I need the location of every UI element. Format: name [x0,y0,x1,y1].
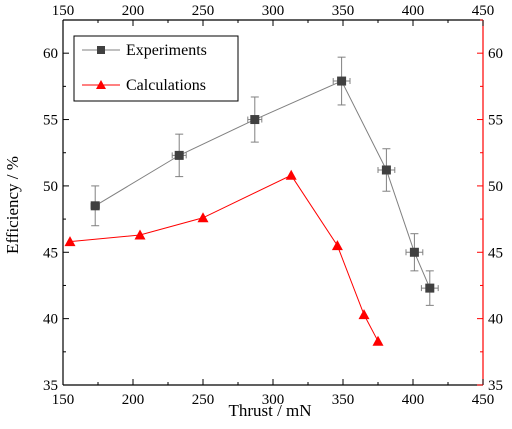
series-line [69,174,379,342]
y-tick-label-left: 40 [43,312,58,328]
legend-marker-experiments [97,46,105,54]
y-tick-label-right: 55 [488,113,503,129]
y-tick-label-left: 50 [43,179,58,195]
data-point-square [250,115,260,125]
data-point-triangle [331,240,343,251]
data-point-square [381,165,391,175]
data-point-square [337,76,347,86]
legend: Experiments Calculations [73,35,239,102]
x-tick-label-top: 250 [192,3,215,19]
y-tick-label-left: 55 [43,113,58,129]
legend-marker-calculations [96,80,106,89]
x-tick-label-top: 350 [332,3,355,19]
y-tick-label-left: 45 [43,245,58,261]
data-point-triangle [197,212,209,223]
legend-label-experiments: Experiments [126,42,207,59]
y-tick-label-left: 60 [43,46,58,62]
data-point-square [425,283,435,293]
data-point-triangle [64,236,76,247]
data-point-triangle [285,169,297,180]
y-tick-label-right: 45 [488,245,503,261]
y-tick-label-right: 50 [488,179,503,195]
y-tick-label-right: 60 [488,46,503,62]
y-tick-label-right: 35 [488,378,503,394]
x-tick-label-bottom: 250 [192,392,215,408]
x-tick-label-bottom: 400 [402,392,425,408]
x-tick-label-top: 450 [472,3,495,19]
y-axis-title: Efficiency / % [3,156,22,254]
axes-layer: 150 150 200 200 250 250 300 300 350 350 400 400 450 4… [43,3,503,408]
data-point-square [409,247,419,257]
series-layer [64,56,439,346]
series-calculations [64,169,384,346]
y-tick-label-left: 35 [43,378,58,394]
x-tick-label-top: 200 [122,3,145,19]
y-tick-label-right: 40 [488,312,503,328]
x-tick-label-bottom: 450 [472,392,495,408]
x-axis-title: Thrust / mN [228,401,311,420]
data-point-triangle [134,229,146,240]
data-point-square [90,201,100,211]
data-point-square [174,150,184,160]
x-tick-label-top: 300 [262,3,285,19]
data-point-triangle [372,335,384,346]
x-tick-label-top: 400 [402,3,425,19]
legend-label-calculations: Calculations [126,77,206,94]
x-tick-label-bottom: 150 [52,392,75,408]
series-line [94,80,431,289]
data-point-triangle [358,309,370,320]
x-tick-label-bottom: 350 [332,392,355,408]
x-tick-label-top: 150 [52,3,75,19]
x-tick-label-bottom: 300 [262,392,285,408]
series-experiments [90,56,439,306]
x-tick-label-bottom: 200 [122,392,145,408]
